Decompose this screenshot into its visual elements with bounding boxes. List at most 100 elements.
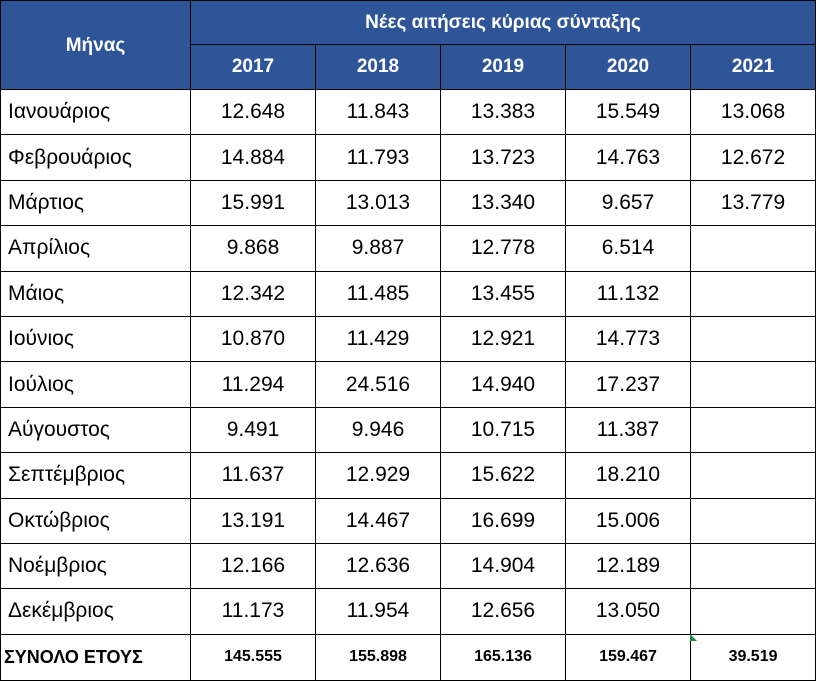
value-cell: 12.189 [565,542,691,590]
value-cell: 13.068 [689,88,816,136]
total-label: ΣΥΝΟΛΟ ΕΤΟΥΣ [0,633,191,681]
value-cell: 13.383 [440,88,566,136]
value-cell: 11.793 [315,134,441,181]
value-cell: 11.132 [565,270,691,317]
value-cell: 9.491 [190,406,316,454]
month-cell: Μάιος [0,270,191,317]
month-cell: Ιούνιος [0,315,191,363]
value-cell [689,361,816,408]
value-cell: 11.173 [190,588,316,635]
value-cell: 15.006 [565,497,691,544]
value-cell: 14.763 [565,134,691,181]
value-cell: 14.904 [440,542,566,590]
value-cell: 13.455 [440,270,566,317]
value-cell: 11.843 [315,88,441,136]
year-header-2019: 2019 [440,44,566,90]
value-cell [689,497,816,544]
table-body: Ιανουάριος 12.648 11.843 13.383 15.549 13.068… [0,88,816,635]
value-cell: 14.940 [440,361,566,408]
value-cell: 13.013 [315,179,441,227]
table-row: Απρίλιος 9.868 9.887 12.778 6.514 [0,225,816,272]
value-cell: 12.921 [440,315,566,363]
value-cell: 15.622 [440,452,566,499]
table-row: Αύγουστος 9.491 9.946 10.715 11.387 [0,406,816,454]
value-cell: 9.887 [315,225,441,272]
value-cell: 18.210 [565,452,691,499]
table-row: Ιανουάριος 12.648 11.843 13.383 15.549 13.068 [0,88,816,136]
month-cell: Απρίλιος [0,225,191,272]
table-row: Δεκέμβριος 11.173 11.954 12.656 13.050 [0,588,816,635]
value-cell: 15.549 [565,88,691,136]
value-cell [689,542,816,590]
table-row: Ιούλιος 11.294 24.516 14.940 17.237 [0,361,816,408]
value-cell: 11.387 [565,406,691,454]
total-row: ΣΥΝΟΛΟ ΕΤΟΥΣ 145.555 155.898 165.136 159… [0,633,816,681]
total-cell-2021: 39.519 [689,633,816,681]
table-row: Μάρτιος 15.991 13.013 13.340 9.657 13.779 [0,179,816,227]
year-header-2020: 2020 [565,44,691,90]
table-row: Φεβρουάριος 14.884 11.793 13.723 14.763 12.67… [0,134,816,181]
value-cell [689,270,816,317]
value-cell: 12.672 [689,134,816,181]
year-header-2018: 2018 [315,44,441,90]
year-header-2021: 2021 [689,44,816,90]
table-row: Νοέμβριος 12.166 12.636 14.904 12.189 [0,542,816,590]
table-row: Σεπτέμβριος 11.637 12.929 15.622 18.210 [0,452,816,499]
month-cell: Δεκέμβριος [0,588,191,635]
value-cell: 11.954 [315,588,441,635]
value-cell: 11.485 [315,270,441,317]
month-cell: Νοέμβριος [0,542,191,590]
value-cell: 11.429 [315,315,441,363]
value-cell: 10.870 [190,315,316,363]
group-header-title: Νέες αιτήσεις κύριας σύνταξης [189,0,816,45]
value-cell: 13.191 [190,497,316,544]
table-row: Οκτώβριος 13.191 14.467 16.699 15.006 [0,497,816,544]
value-cell [689,315,816,363]
value-cell: 6.514 [565,225,691,272]
month-cell: Ιούλιος [0,361,191,408]
value-cell: 13.050 [565,588,691,635]
value-cell: 13.723 [440,134,566,181]
value-cell: 17.237 [565,361,691,408]
value-cell: 11.294 [190,361,316,408]
value-cell: 9.946 [315,406,441,454]
value-cell: 12.929 [315,452,441,499]
table-row: Μάιος 12.342 11.485 13.455 11.132 [0,270,816,317]
total-cell-2017: 145.555 [190,633,316,681]
month-cell: Σεπτέμβριος [0,452,191,499]
value-cell: 14.773 [565,315,691,363]
value-cell: 11.637 [190,452,316,499]
total-cell-2019: 165.136 [440,633,566,681]
value-cell: 9.657 [565,179,691,227]
value-cell: 12.342 [190,270,316,317]
value-cell: 13.340 [440,179,566,227]
total-cell-2020: 159.467 [565,633,691,681]
total-cell-2018: 155.898 [315,633,441,681]
cell-error-indicator [690,634,697,641]
month-cell: Φεβρουάριος [0,134,191,181]
year-header-2017: 2017 [190,44,316,90]
value-cell [689,588,816,635]
value-cell [689,452,816,499]
table-row: Ιούνιος 10.870 11.429 12.921 14.773 [0,315,816,363]
value-cell: 24.516 [315,361,441,408]
month-cell: Αύγουστος [0,406,191,454]
value-cell: 9.868 [190,225,316,272]
month-cell: Μάρτιος [0,179,191,227]
month-cell: Ιανουάριος [0,88,191,136]
value-cell: 15.991 [190,179,316,227]
value-cell: 12.656 [440,588,566,635]
value-cell: 12.636 [315,542,441,590]
value-cell: 13.779 [689,179,816,227]
value-cell: 10.715 [440,406,566,454]
month-cell: Οκτώβριος [0,497,191,544]
value-cell: 12.166 [190,542,316,590]
value-cell: 16.699 [440,497,566,544]
value-cell [689,406,816,454]
value-cell [689,225,816,272]
value-cell: 14.467 [315,497,441,544]
value-cell: 12.648 [190,88,316,136]
value-cell: 12.778 [440,225,566,272]
value-cell: 14.884 [190,134,316,181]
